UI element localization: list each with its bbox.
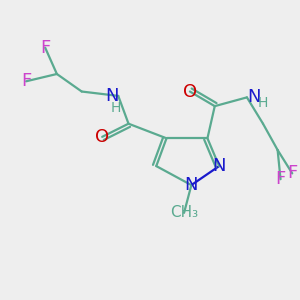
- Text: O: O: [183, 82, 197, 100]
- Text: N: N: [105, 87, 118, 105]
- Text: CH₃: CH₃: [170, 206, 198, 220]
- Text: F: F: [21, 72, 31, 90]
- Text: F: F: [40, 39, 50, 57]
- Text: H: H: [258, 96, 268, 110]
- Text: N: N: [247, 88, 260, 106]
- Text: O: O: [95, 128, 109, 146]
- Text: N: N: [184, 176, 198, 194]
- Text: F: F: [287, 164, 297, 182]
- Text: F: F: [275, 170, 286, 188]
- Text: N: N: [212, 157, 226, 175]
- Text: H: H: [110, 101, 121, 115]
